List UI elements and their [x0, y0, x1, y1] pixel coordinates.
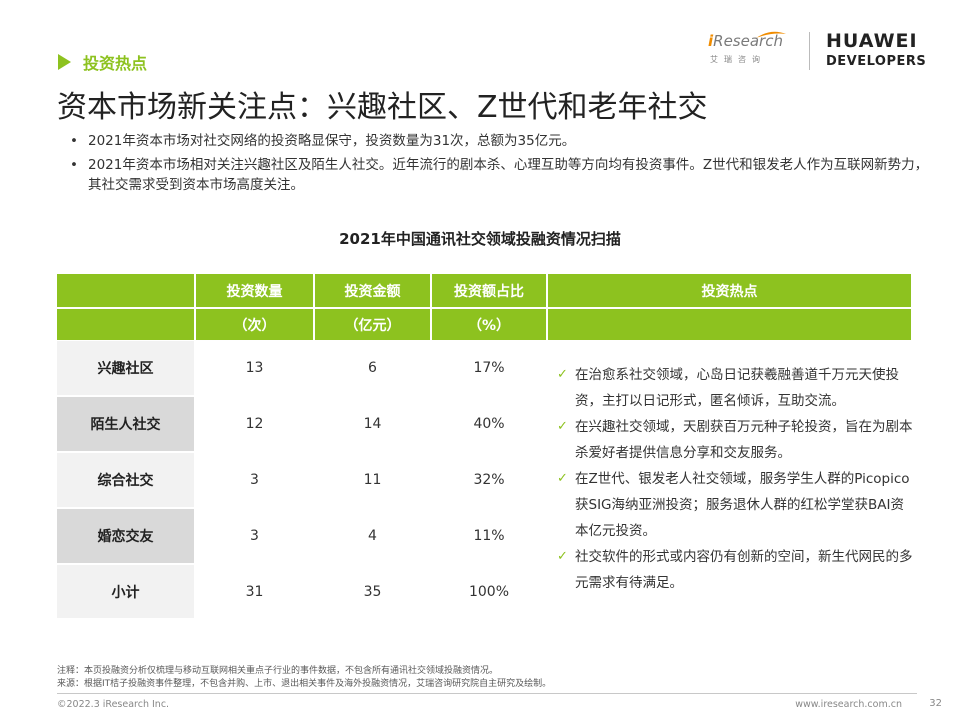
unit-amount: （亿元）	[315, 309, 430, 340]
cell-count: 12	[245, 416, 264, 432]
row-label: 综合社交	[57, 453, 194, 507]
check-icon: ✓	[557, 419, 568, 434]
cell-amount: 4	[368, 528, 377, 544]
copyright: ©2022.3 iResearch Inc.	[57, 699, 170, 710]
cell-share: 17%	[473, 360, 505, 376]
note-text: 注释：本页投融资分析仅梳理与移动互联网相关重点子行业的事件数据，不包含所有通讯社…	[57, 666, 499, 676]
source-text: 来源：根据IT桔子投融资事件整理，不包含并购、上市、退出相关事件及海外投融资情况…	[57, 679, 552, 689]
header-amount: 投资金额	[315, 274, 430, 307]
logo-divider	[809, 32, 810, 70]
footer-divider	[57, 693, 917, 694]
header-corner	[57, 274, 194, 307]
cell-share: 11%	[473, 528, 505, 544]
hotspot-item: ✓ 社交软件的形式或内容仍有创新的空间，新生代网民的多元需求有待满足。	[557, 544, 917, 596]
cell-amount-subtotal: 35	[363, 583, 382, 600]
header-share: 投资额占比	[432, 274, 546, 307]
hotspot-item: ✓ 在兴趣社交领域，天剧获百万元种子轮投资，旨在为剧本杀爱好者提供信息分享和交友服…	[557, 414, 917, 466]
logo-swoosh-icon	[756, 31, 786, 38]
cell-count: 13	[245, 360, 264, 376]
cell-count: 3	[250, 528, 259, 544]
cell-amount: 14	[363, 416, 382, 432]
check-icon: ✓	[557, 549, 568, 564]
huawei-logo-line1: HUAWEI	[826, 30, 918, 52]
unit-count: （次）	[196, 309, 313, 340]
cell-share-subtotal: 100%	[468, 583, 510, 600]
row-label-subtotal: 小计	[57, 565, 194, 618]
page-title: 资本市场新关注点：兴趣社区、Z世代和老年社交	[57, 90, 708, 125]
iresearch-logo: iResearch 艾瑞咨询	[708, 31, 792, 74]
triangle-icon	[58, 54, 71, 70]
header-count: 投资数量	[196, 274, 313, 307]
section-tag: 投资热点	[58, 50, 147, 74]
header-hotspot: 投资热点	[548, 274, 911, 307]
huawei-logo-line2: DEVELOPERS	[826, 54, 927, 69]
table-title: 2021年中国通讯社交领域投融资情况扫描	[339, 230, 621, 248]
cell-share: 32%	[473, 472, 505, 488]
page-number: 32	[929, 698, 942, 709]
cell-amount: 11	[363, 472, 382, 488]
header-logos: iResearch 艾瑞咨询 HUAWEI DEVELOPERS	[708, 28, 938, 78]
cell-count: 3	[250, 472, 259, 488]
summary-bullet: • 2021年资本市场对社交网络的投资略显保守，投资数量为31次，总额为35亿元。	[70, 133, 576, 149]
summary-bullets: • 2021年资本市场对社交网络的投资略显保守，投资数量为31次，总额为35亿元。…	[70, 131, 930, 199]
notes: 注释：本页投融资分析仅梳理与移动互联网相关重点子行业的事件数据，不包含所有通讯社…	[57, 665, 551, 691]
check-icon: ✓	[557, 471, 568, 486]
website-link[interactable]: www.iresearch.com.cn	[795, 699, 902, 710]
cell-share: 40%	[473, 416, 505, 432]
section-label: 投资热点	[83, 54, 148, 73]
hotspot-item: ✓ 在Z世代、银发老人社交领域，服务学生人群的Picopico获SIG海纳亚洲投资…	[557, 466, 917, 544]
cell-count-subtotal: 31	[245, 583, 264, 600]
unit-share: （%）	[432, 309, 546, 340]
check-icon: ✓	[557, 367, 568, 382]
hotspot-item: ✓ 在治愈系社交领域，心岛日记获羲融善道千万元天使投资，主打以日记形式，匿名倾诉，…	[557, 362, 917, 414]
unit-corner	[57, 309, 194, 340]
row-label: 兴趣社区	[57, 341, 194, 395]
row-label: 婚恋交友	[57, 509, 194, 563]
unit-hotspot	[548, 309, 911, 340]
cell-amount: 6	[368, 360, 377, 376]
summary-bullet: • 2021年资本市场相对关注兴趣社区及陌生人社交。近年流行的剧本杀、心理互助等方…	[70, 157, 929, 193]
hotspot-list: ✓ 在治愈系社交领域，心岛日记获羲融善道千万元天使投资，主打以日记形式，匿名倾诉，…	[557, 362, 917, 596]
row-label: 陌生人社交	[57, 397, 194, 451]
